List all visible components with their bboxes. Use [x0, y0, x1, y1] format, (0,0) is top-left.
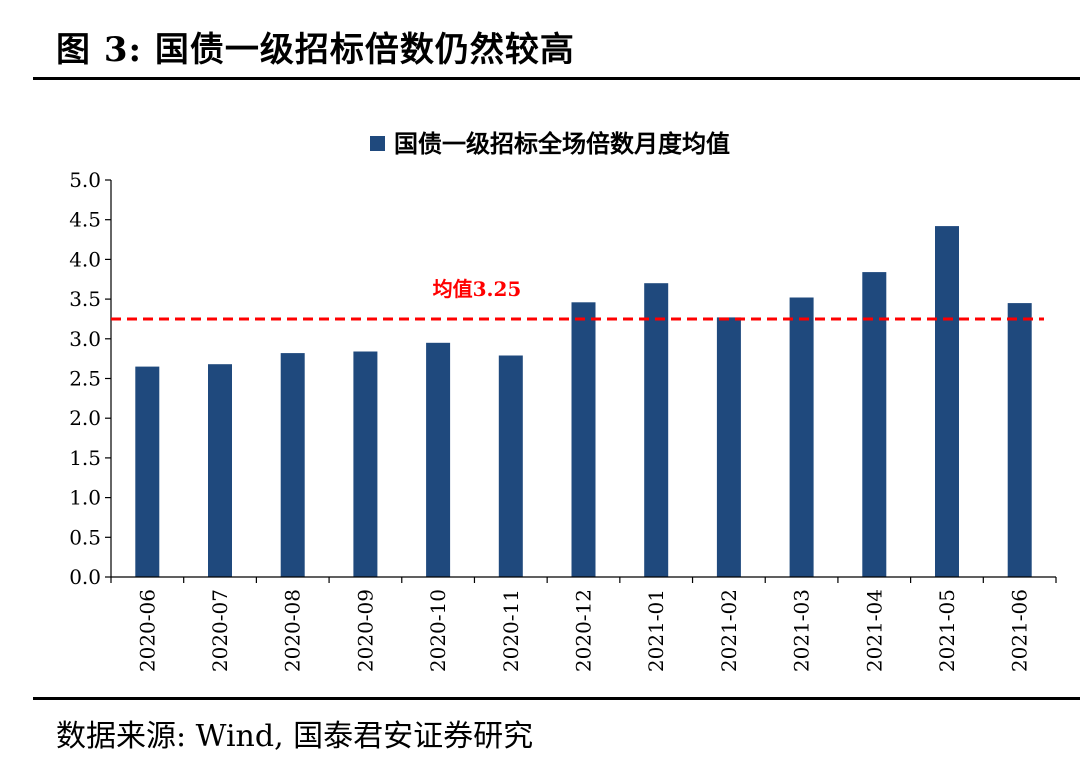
bar-2020-08: [280, 353, 305, 577]
bar-2020-11: [498, 355, 523, 577]
figure-title: 图 3: 国债一级招标倍数仍然较高: [56, 30, 575, 70]
x-tick-label: 2021-01: [644, 589, 668, 672]
bar-2020-09: [353, 351, 378, 577]
bar-2021-05: [935, 226, 959, 577]
y-tick-label: 2.5: [69, 367, 101, 391]
y-tick-label: 5.0: [69, 168, 101, 192]
y-tick-label: 2.0: [69, 406, 101, 430]
x-tick-label: 2020-09: [353, 589, 377, 672]
legend-label: 国债一级招标全场倍数月度均值: [394, 129, 730, 158]
x-tick-label: 2021-03: [790, 589, 814, 672]
bar-2020-07: [208, 364, 232, 577]
x-tick-label: 2020-08: [281, 589, 305, 672]
bar-chart: 国债一级招标全场倍数月度均值 0.0 0.5 1.0 1.5 2.0 2.5 3.0 3.5 4…: [69, 129, 1057, 672]
bar-2020-10: [426, 342, 451, 577]
average-label: 均值3.25: [433, 277, 522, 301]
y-tick-label: 3.5: [69, 287, 101, 311]
top-rule: [33, 77, 1080, 80]
y-tick-label: 1.0: [69, 486, 101, 510]
x-tick-label: 2020-11: [499, 589, 523, 672]
x-tick-label: 2021-02: [717, 589, 741, 672]
bar-2020-12: [571, 302, 596, 577]
average-line-group: 均值3.25: [111, 277, 1044, 321]
x-tick-label: 2021-06: [1008, 589, 1032, 672]
x-tick-label: 2020-10: [426, 589, 450, 672]
bottom-rule: [33, 697, 1080, 700]
x-tick-label: 2020-06: [135, 589, 159, 672]
legend: 国债一级招标全场倍数月度均值: [370, 129, 730, 158]
x-tick-label: 2021-05: [935, 589, 959, 672]
y-tick-label: 4.5: [69, 208, 101, 232]
y-tick-label: 3.0: [69, 327, 101, 351]
y-tick-label: 1.5: [69, 446, 101, 470]
bar-2021-04: [862, 272, 887, 577]
bar-2021-03: [789, 297, 814, 577]
bar-2021-06: [1007, 303, 1032, 577]
bar-2021-01: [644, 283, 669, 577]
axes: 0.0 0.5 1.0 1.5 2.0 2.5 3.0 3.5 4.0 4.5 5.0 2020-06…: [69, 168, 1057, 672]
bar-2021-02: [716, 317, 741, 577]
y-tick-label: 0.5: [69, 525, 101, 549]
legend-swatch: [370, 136, 385, 151]
x-tick-label: 2021-04: [862, 589, 886, 672]
x-tick-label: 2020-12: [572, 589, 596, 672]
source-note: 数据来源: Wind, 国泰君安证券研究: [56, 719, 534, 754]
x-tick-label: 2020-07: [208, 589, 232, 672]
y-tick-label: 0.0: [69, 565, 101, 589]
bar-2020-06: [135, 366, 160, 577]
bars: [135, 226, 1032, 577]
y-tick-label: 4.0: [69, 247, 101, 271]
